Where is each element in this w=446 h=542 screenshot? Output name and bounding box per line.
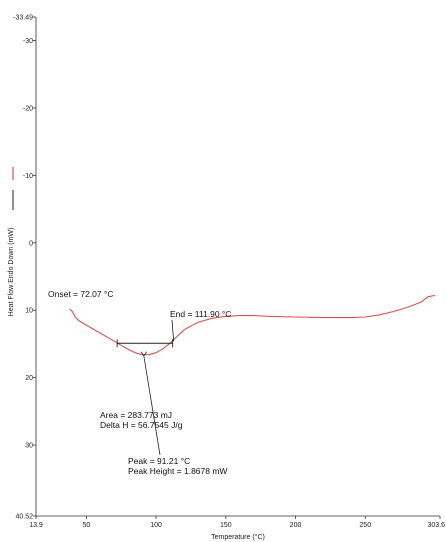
annotations: Onset = 72.07 °C End = 111.90 °C Area = 28… [48,289,231,476]
y-tick-label: 10 [25,308,33,315]
y-axis-label: Heat Flow Endo Down (mW) [8,228,15,317]
annotation-peak-line: Peak Height = 1.8678 mW [128,466,227,476]
x-tick-label: 303.6 [427,522,445,529]
y-tick-label: -10 [23,173,33,180]
heat-flow-series-line [69,294,436,356]
x-tick-label: 100 [150,522,162,529]
y-tick-label: 40.52 [15,514,33,521]
axes [35,17,440,517]
peak-marker [140,351,148,357]
annotation-end-line: End = 111.90 °C [170,309,231,319]
y-tick-label: -20 [23,105,33,112]
x-tick-label: 250 [359,522,371,529]
peak-leader-line [143,355,161,456]
integration-baseline [116,339,174,348]
y-tick-label: 0 [29,240,33,247]
annotation-area-line: Delta H = 56.7545 J/g [100,420,183,430]
y-tick-label: -33.49 [13,15,33,22]
y-tick-label: 20 [25,375,33,382]
x-tick-label: 200 [290,522,302,529]
x-axis-label: Temperature (°C) [211,533,265,541]
y-tick-label: 30 [25,443,33,450]
annotation-onset-line: Onset = 72.07 °C [48,289,114,299]
x-tick-label: 50 [82,522,90,529]
x-tick-label: 13.9 [29,522,43,529]
annotation-area-line: Area = 283.773 mJ [100,410,172,420]
annotation-peak-line: Peak = 91.21 °C [128,456,190,466]
end-leader-line [171,319,175,342]
x-ticks: 13.9 50 100 150 200 250 303.6 [29,516,445,529]
x-tick-label: 150 [220,522,232,529]
y-tick-label: -30 [23,38,33,45]
y-ticks: -33.49 -30 -20 -10 0 10 20 30 40.52 [13,15,36,521]
annotation-leaders [140,319,175,456]
